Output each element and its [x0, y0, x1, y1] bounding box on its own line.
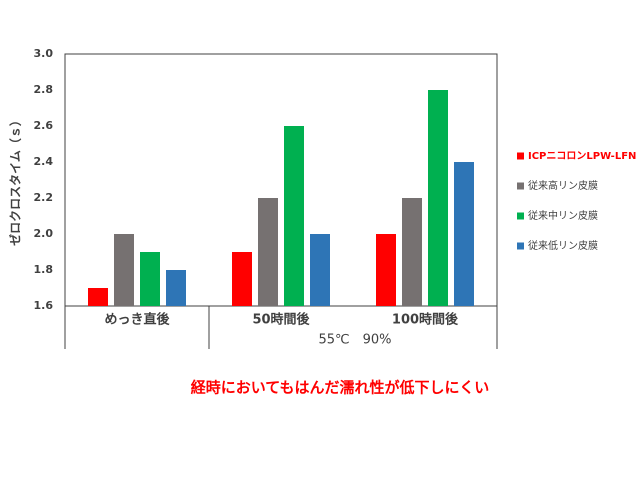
legend-label: 従来高リン皮膜	[528, 179, 598, 192]
y-tick-label: 2.0	[34, 227, 54, 240]
bar	[88, 288, 108, 306]
bar	[166, 270, 186, 306]
annotation: 経時においてもはんだ濡れ性が低下しにくい	[191, 379, 490, 397]
y-tick-label: 2.4	[34, 155, 54, 168]
legend-swatch	[517, 182, 524, 190]
y-tick-label: 1.8	[34, 263, 54, 276]
x-tick-label: めっき直後	[104, 312, 170, 328]
legend-swatch	[517, 152, 524, 160]
y-axis-label: ゼロクロスタイム（ｓ）	[8, 114, 23, 246]
bar	[402, 198, 422, 306]
y-tick-label: 3.0	[34, 47, 54, 60]
legend-label: 従来中リン皮膜	[528, 209, 598, 222]
bar	[310, 234, 330, 306]
bar	[428, 90, 448, 306]
x-tick-label: 100時間後	[392, 312, 459, 328]
plot-frame	[64, 53, 498, 307]
bar	[232, 252, 252, 306]
bar	[376, 234, 396, 306]
bar	[284, 126, 304, 306]
y-tick-label: 1.6	[34, 299, 54, 312]
x-tick-label: 50時間後	[252, 312, 310, 328]
legend-label: ICPニコロンLPW-LFN	[528, 151, 636, 162]
bar	[454, 162, 474, 306]
legend-swatch	[517, 242, 524, 250]
y-tick-label: 2.8	[34, 83, 54, 96]
y-tick-label: 2.2	[34, 191, 54, 204]
subtitle: 55℃ 90%	[318, 333, 391, 348]
y-tick-label: 2.6	[34, 119, 54, 132]
legend-label: 従来低リン皮膜	[528, 239, 598, 252]
bar	[140, 252, 160, 306]
bar	[114, 234, 134, 306]
bar	[258, 198, 278, 306]
legend-swatch	[517, 212, 524, 220]
